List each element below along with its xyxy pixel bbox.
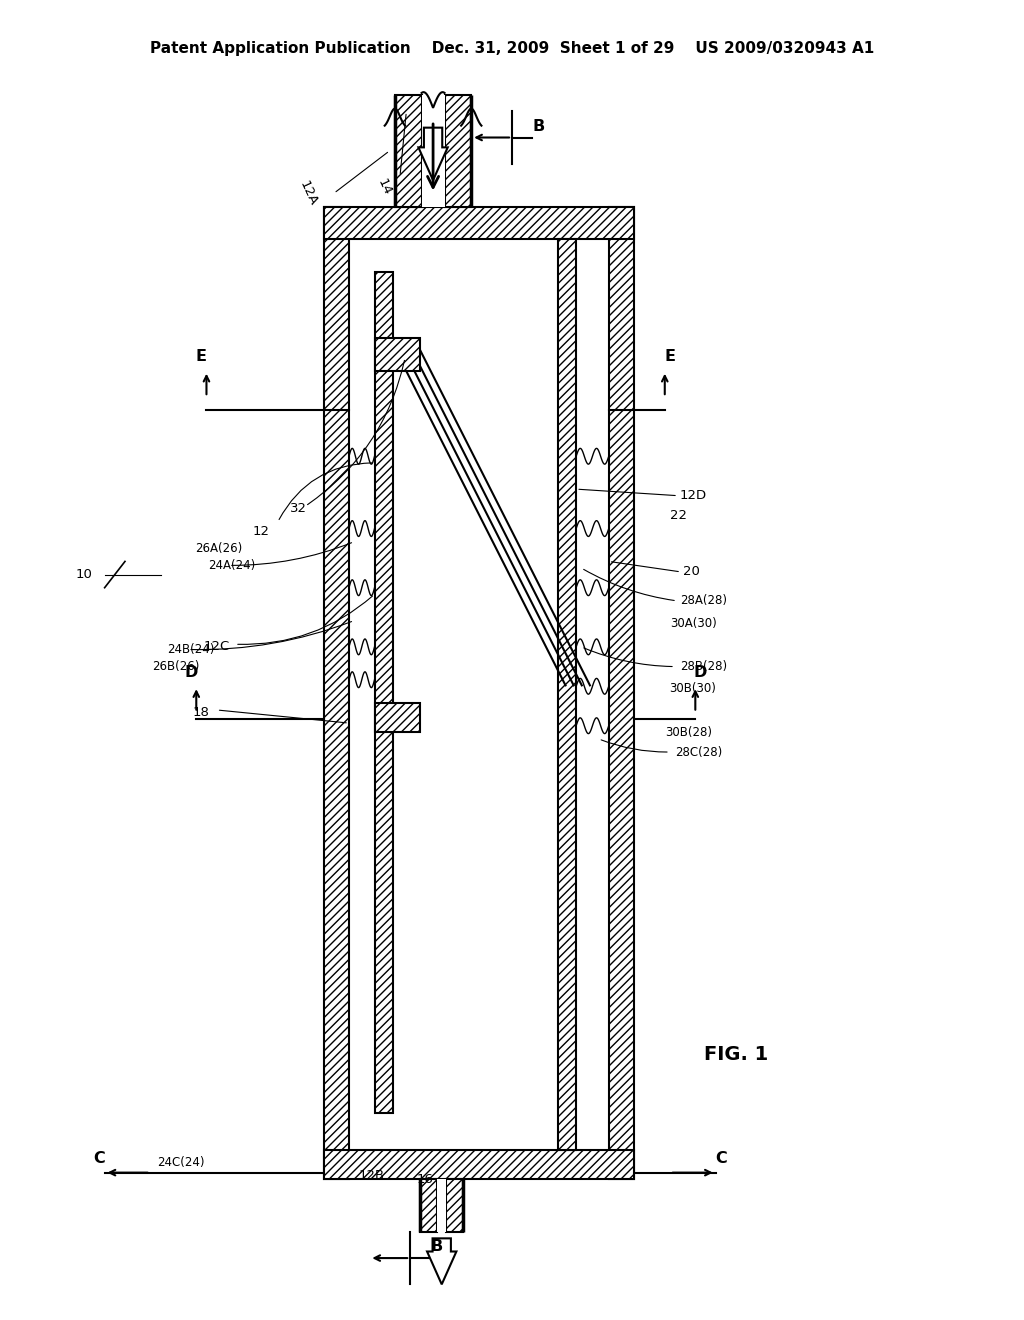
Text: 28C(28): 28C(28): [675, 746, 722, 759]
Bar: [422, 95, 444, 206]
Text: 24A(24): 24A(24): [208, 558, 256, 572]
Text: B: B: [532, 119, 545, 133]
Text: 22: 22: [670, 510, 687, 521]
Text: 10: 10: [76, 568, 93, 581]
Bar: [375, 338, 420, 371]
Polygon shape: [427, 1238, 457, 1284]
Text: 18: 18: [193, 706, 210, 719]
Text: 12C: 12C: [204, 640, 229, 653]
Bar: [608, 206, 634, 1179]
Text: 12A: 12A: [297, 178, 319, 209]
Bar: [437, 1179, 446, 1232]
Bar: [375, 272, 393, 1114]
Text: C: C: [93, 1151, 105, 1166]
Text: 12B: 12B: [358, 1168, 385, 1181]
Text: FIG. 1: FIG. 1: [703, 1045, 768, 1064]
Text: 12D: 12D: [680, 490, 708, 502]
Text: 28A(28): 28A(28): [680, 594, 727, 607]
Text: 30A(30): 30A(30): [670, 616, 717, 630]
Text: 20: 20: [683, 565, 700, 578]
Bar: [444, 95, 471, 206]
Bar: [558, 239, 577, 1150]
Text: 12: 12: [253, 524, 269, 537]
Text: E: E: [196, 350, 207, 364]
Text: 30B(28): 30B(28): [665, 726, 712, 739]
Bar: [324, 206, 349, 1179]
Text: 26A(26): 26A(26): [195, 541, 243, 554]
Text: 30B(30): 30B(30): [669, 682, 716, 696]
Text: Patent Application Publication    Dec. 31, 2009  Sheet 1 of 29    US 2009/032094: Patent Application Publication Dec. 31, …: [150, 41, 874, 57]
Text: D: D: [693, 665, 708, 680]
Bar: [395, 95, 422, 206]
Text: 26B(26): 26B(26): [153, 660, 200, 673]
Bar: [420, 1179, 437, 1232]
Text: 32: 32: [290, 503, 306, 515]
Text: B: B: [430, 1239, 442, 1254]
Text: 16: 16: [417, 1172, 434, 1185]
Bar: [324, 1150, 634, 1179]
Polygon shape: [419, 128, 447, 181]
Bar: [375, 704, 420, 733]
Text: C: C: [715, 1151, 727, 1166]
Bar: [324, 206, 634, 239]
Text: D: D: [184, 665, 198, 680]
Text: 24B(24): 24B(24): [168, 643, 215, 656]
Text: 14: 14: [375, 177, 394, 197]
Text: E: E: [665, 350, 676, 364]
Bar: [446, 1179, 463, 1232]
Text: 24C(24): 24C(24): [158, 1155, 205, 1168]
Text: 28B(28): 28B(28): [680, 660, 727, 673]
